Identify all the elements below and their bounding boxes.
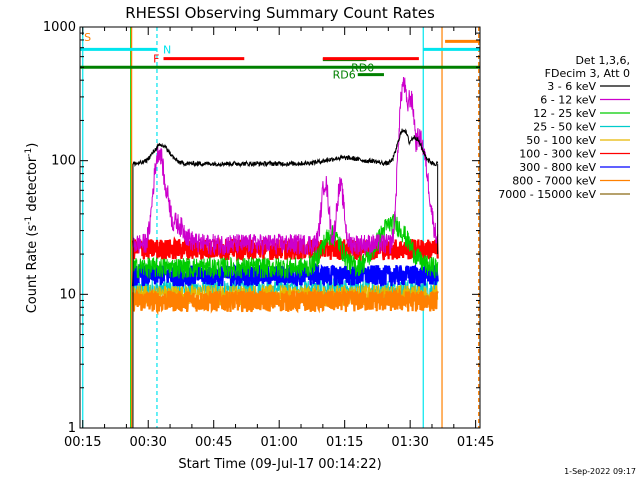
legend-label: 100 - 300 keV xyxy=(519,148,596,161)
y-axis-label-middle: detector xyxy=(25,156,40,216)
series-line-12-25-kev xyxy=(132,214,439,280)
series-line-6-12-kev xyxy=(132,76,439,255)
vertical-markers xyxy=(82,27,480,428)
legend-label: 300 - 800 keV xyxy=(519,161,596,174)
flag-label: S xyxy=(84,31,91,44)
y-axis-ticks: 1 10 100 1000 xyxy=(43,20,480,436)
legend-header-2: FDecim 3, Att 0 xyxy=(545,67,630,80)
flag-label: F xyxy=(153,53,159,66)
y-axis-label-sup: -1 xyxy=(24,216,34,225)
x-tick-label: 01:30 xyxy=(391,435,428,450)
legend-label: 7000 - 15000 keV xyxy=(498,188,596,201)
legend-label: 800 - 7000 keV xyxy=(512,175,596,188)
x-tick-label: 00:15 xyxy=(64,435,101,450)
flag-label: N xyxy=(163,43,171,56)
flag-label: RD6 xyxy=(333,69,356,82)
chart-title: RHESSI Observing Summary Count Rates xyxy=(125,4,435,22)
legend-label: 50 - 100 keV xyxy=(526,134,596,147)
legend-label: 12 - 25 keV xyxy=(533,107,596,120)
x-tick-label: 01:15 xyxy=(326,435,363,450)
y-tick-label: 100 xyxy=(51,154,76,169)
series-line-3-6-kev xyxy=(132,128,439,168)
y-axis-label-end: ) xyxy=(25,143,40,148)
x-axis-ticks: 00:15 00:30 00:45 01:00 01:15 01:30 01:45 xyxy=(64,27,494,450)
plot-frame xyxy=(79,26,481,429)
y-tick-label: 10 xyxy=(59,287,76,302)
flag-bars: SNFRD0RD6 xyxy=(80,31,480,82)
y-tick-label: 1 xyxy=(68,421,76,436)
x-tick-label: 00:30 xyxy=(129,435,166,450)
legend-label: 25 - 50 keV xyxy=(533,121,596,134)
series-lines xyxy=(131,76,439,428)
y-axis-label-sup2: -1 xyxy=(24,148,34,157)
timestamp-footer: 1-Sep-2022 09:17 xyxy=(564,467,636,476)
y-axis-label: Count Rate (s-1 detector-1) xyxy=(24,143,40,314)
x-axis-label: Start Time (09-Jul-17 00:14:22) xyxy=(178,457,381,472)
legend-label: 3 - 6 keV xyxy=(547,80,596,93)
y-axis-label-prefix: Count Rate (s xyxy=(25,225,40,314)
x-tick-label: 00:45 xyxy=(195,435,232,450)
x-tick-label: 01:00 xyxy=(260,435,297,450)
legend-header-1: Det 1,3,6, xyxy=(575,54,630,67)
y-tick-label: 1000 xyxy=(43,20,76,35)
series-line-800-7000-kev xyxy=(131,286,439,316)
series-line-50-100-kev xyxy=(132,283,439,307)
x-tick-label: 01:45 xyxy=(457,435,494,450)
legend-label: 6 - 12 keV xyxy=(540,94,596,107)
